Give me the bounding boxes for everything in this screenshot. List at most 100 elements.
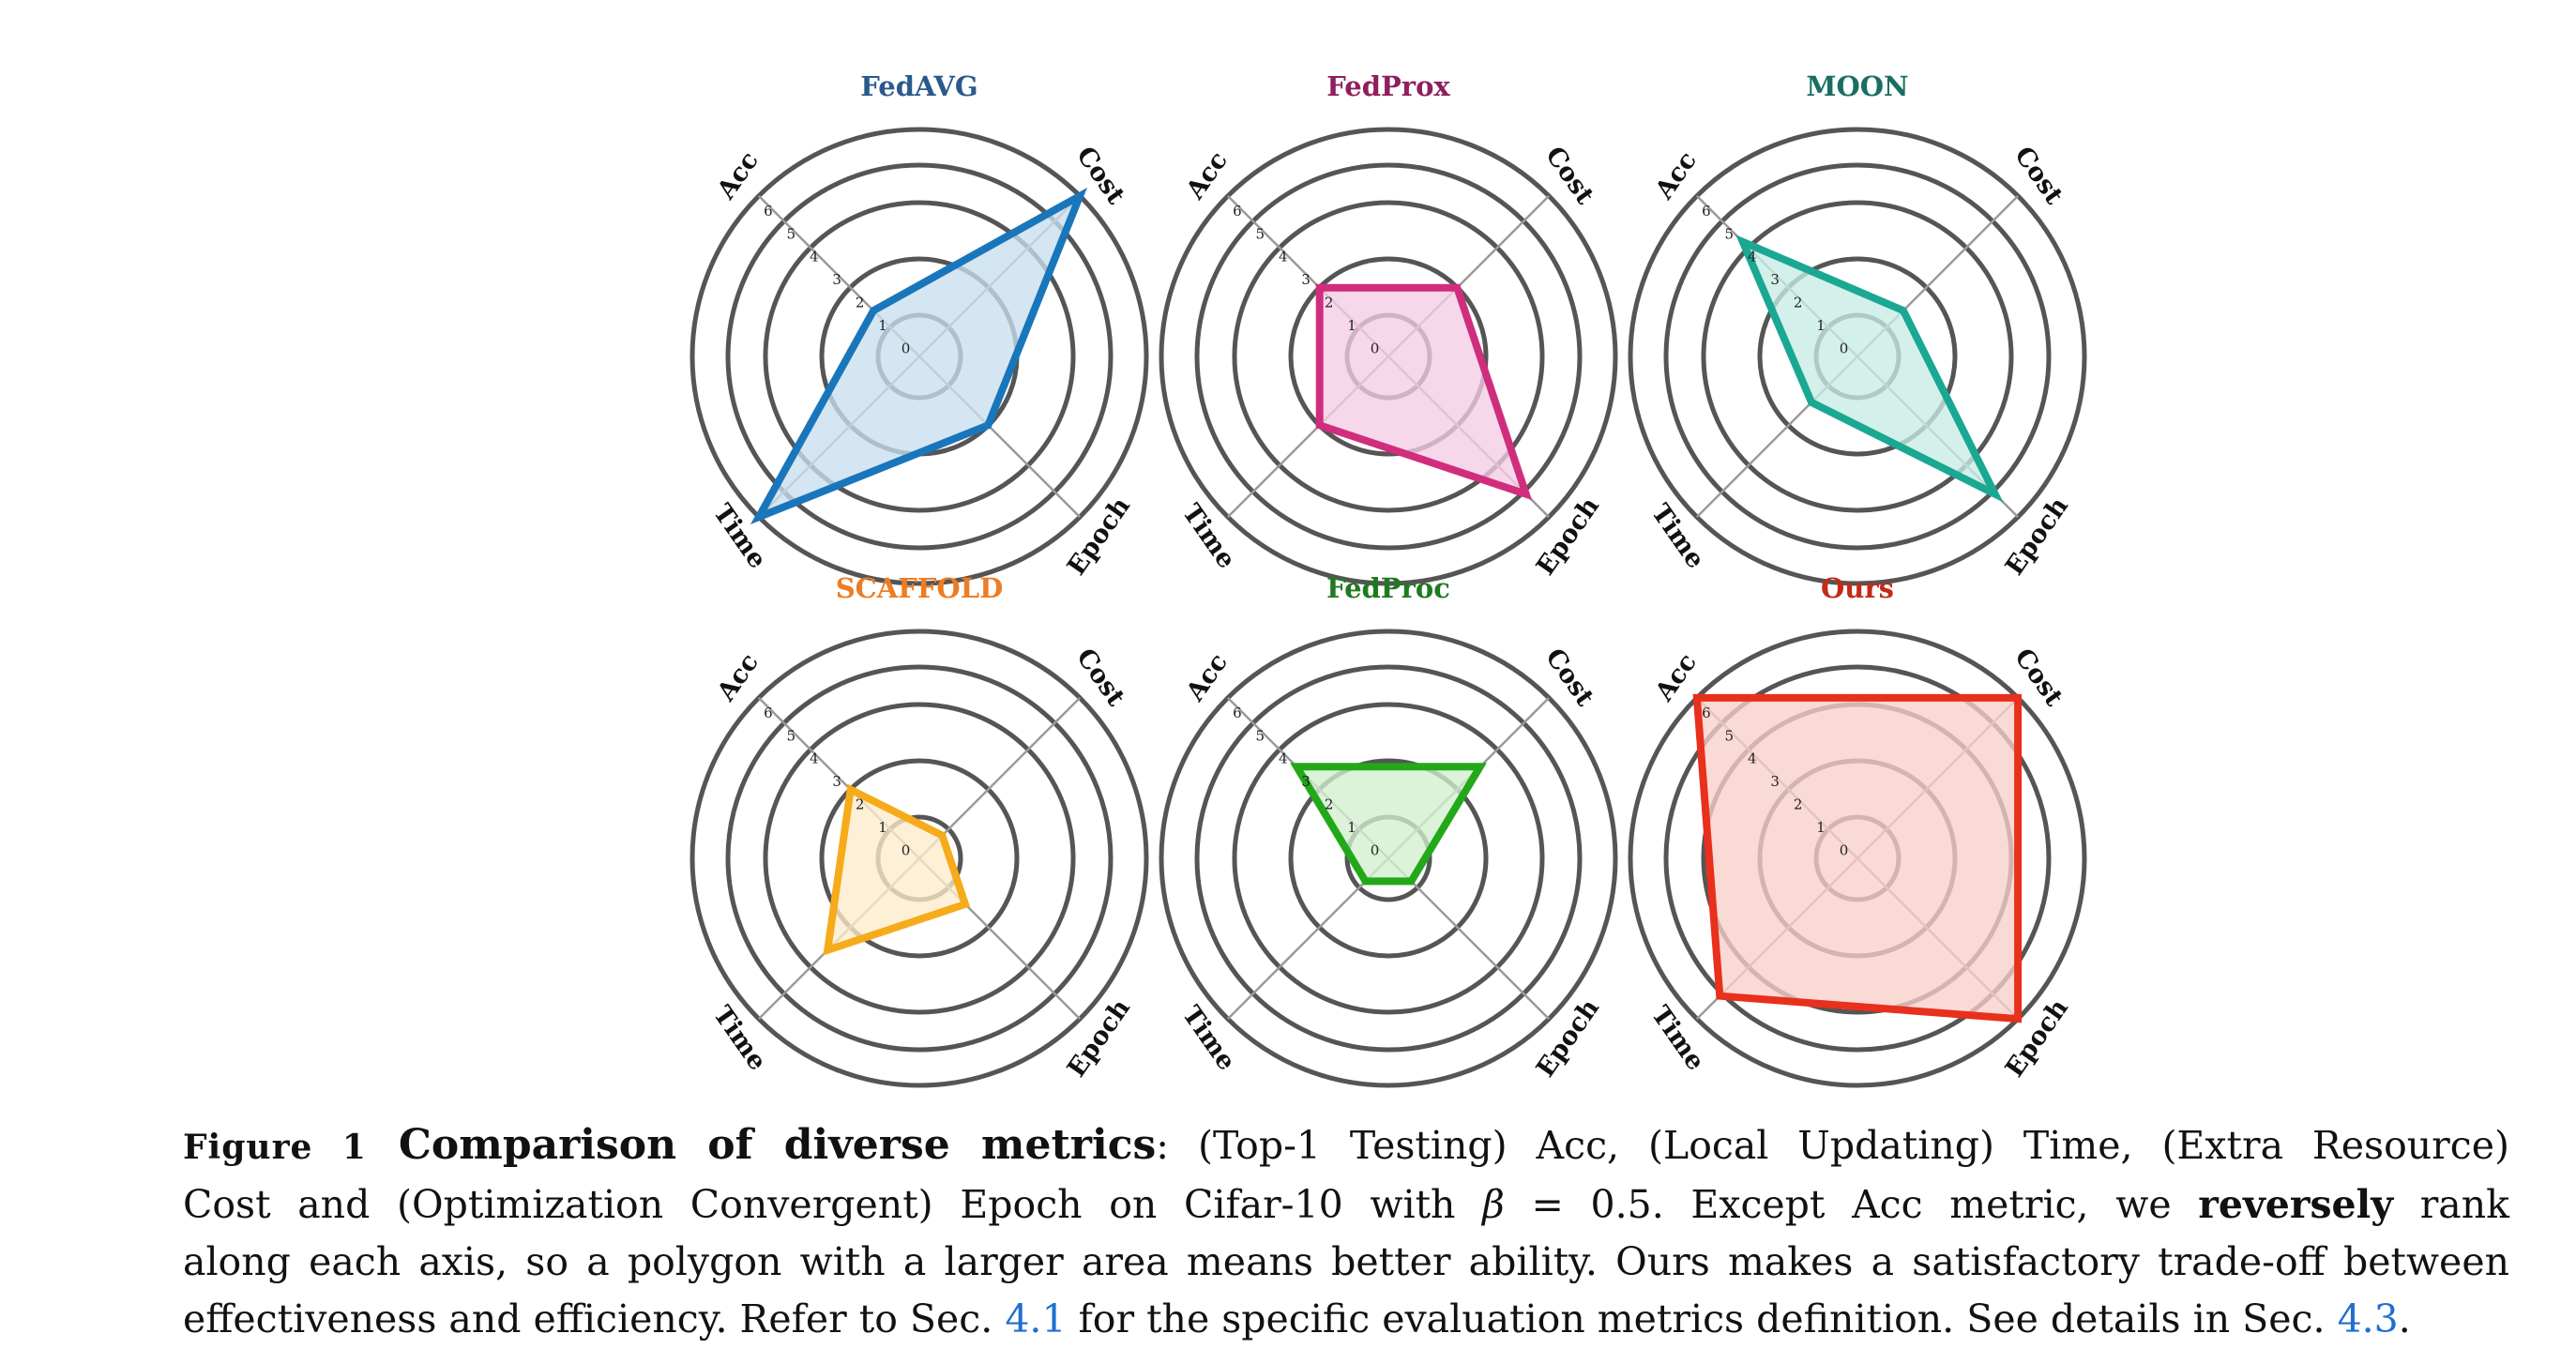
tick-label-3: 3 xyxy=(1301,773,1311,790)
tick-label-4: 4 xyxy=(1279,750,1288,767)
tick-label-5: 5 xyxy=(787,727,796,744)
axis-label-cost: Cost xyxy=(1070,644,1130,712)
grid-ring-3 xyxy=(763,702,1076,1015)
tick-label-3: 3 xyxy=(832,773,841,790)
grid-ring-2 xyxy=(819,758,1020,959)
tick-label-0: 0 xyxy=(1840,341,1849,357)
polygon-scaffold xyxy=(823,783,970,956)
axis-line-epoch xyxy=(1387,857,1551,1021)
tick-label-5: 5 xyxy=(1256,727,1265,744)
caption-line-4: effectiveness and efficiency. Refer to S… xyxy=(183,1291,2509,1348)
grid-ring-4 xyxy=(1194,664,1583,1053)
grid-ring-5 xyxy=(1159,629,1618,1088)
grid-ring-5 xyxy=(689,629,1149,1088)
caption-line-3: along each axis, so a polygon with a lar… xyxy=(183,1239,2509,1284)
grid-ring-5 xyxy=(1628,127,2087,586)
chart-title-ours: Ours xyxy=(1821,572,1894,604)
polygon-fedprox xyxy=(1315,283,1533,501)
chart-title-fedproc: FedProc xyxy=(1326,572,1450,604)
axis-label-cost: Cost xyxy=(2008,142,2068,210)
tick-label-6: 6 xyxy=(1702,203,1711,220)
grid-ring-4 xyxy=(1663,162,2052,551)
polygon-moon xyxy=(1735,235,2004,503)
tick-label-0: 0 xyxy=(902,341,911,357)
tick-label-5: 5 xyxy=(1725,225,1735,242)
tick-label-5: 5 xyxy=(1256,225,1265,242)
tick-label-3: 3 xyxy=(1301,271,1311,288)
section-link-4-1[interactable]: 4.1 xyxy=(1005,1296,1067,1341)
tick-label-6: 6 xyxy=(1233,203,1242,220)
axis-label-epoch: Epoch xyxy=(1062,492,1136,581)
tick-label-6: 6 xyxy=(764,705,773,721)
axis-label-cost: Cost xyxy=(1539,142,1599,210)
caption-line4-text-c: . xyxy=(2398,1296,2411,1341)
grid-ring-3 xyxy=(1232,702,1545,1015)
polygon-fedavg xyxy=(750,187,1087,524)
axis-label-time: Time xyxy=(1645,499,1710,574)
caption-title: Comparison of diverse metrics xyxy=(398,1121,1157,1169)
axis-label-epoch: Epoch xyxy=(1531,993,1605,1083)
caption-line-2: Cost and (Optimization Convergent) Epoch… xyxy=(183,1176,2509,1234)
tick-label-1: 1 xyxy=(1347,819,1356,836)
grid-ring-4 xyxy=(725,664,1114,1053)
tick-label-1: 1 xyxy=(1347,317,1356,334)
grid-ring-2 xyxy=(1288,256,1489,457)
axis-line-time xyxy=(1226,857,1389,1021)
tick-label-4: 4 xyxy=(1748,249,1757,265)
grid-ring-5 xyxy=(1159,127,1618,586)
chart-title-fedprox: FedProx xyxy=(1326,70,1450,102)
tick-label-2: 2 xyxy=(1325,295,1334,311)
tick-label-5: 5 xyxy=(1725,727,1735,744)
polygon-fedproc xyxy=(1290,763,1487,886)
caption-line2-text-a: Cost and (Optimization Convergent) Epoch… xyxy=(183,1182,1483,1227)
grid-ring-4 xyxy=(1194,162,1583,551)
tick-label-4: 4 xyxy=(810,249,819,265)
caption-line2-text-b: = 0.5. Except Acc metric, we xyxy=(1504,1182,2199,1227)
axis-label-epoch: Epoch xyxy=(1531,492,1605,581)
tick-label-2: 2 xyxy=(856,796,865,813)
tick-label-3: 3 xyxy=(1770,271,1780,288)
grid-ring-3 xyxy=(1701,200,2014,513)
tick-label-2: 2 xyxy=(856,295,865,311)
tick-label-0: 0 xyxy=(1371,341,1380,357)
axis-label-epoch: Epoch xyxy=(1062,993,1136,1083)
tick-label-5: 5 xyxy=(787,225,796,242)
caption-line2-text-c: rank xyxy=(2393,1182,2509,1227)
axis-line-cost xyxy=(918,696,1082,859)
figure-label: Figure 1 xyxy=(183,1128,367,1167)
chart-title-scaffold: SCAFFOLD xyxy=(836,572,1004,604)
tick-label-1: 1 xyxy=(1816,317,1826,334)
beta-symbol: β xyxy=(1482,1182,1505,1227)
grid-ring-4 xyxy=(1663,664,2052,1053)
caption-line4-text-b: for the specific evaluation metrics defi… xyxy=(1066,1296,2338,1341)
tick-label-6: 6 xyxy=(764,203,773,220)
tick-label-2: 2 xyxy=(1794,796,1803,813)
grid-ring-5 xyxy=(689,127,1149,586)
axis-label-time: Time xyxy=(707,1001,772,1076)
grid-ring-2 xyxy=(1757,256,1958,457)
section-link-4-3[interactable]: 4.3 xyxy=(2337,1296,2399,1341)
axis-label-cost: Cost xyxy=(1539,644,1599,712)
tick-label-4: 4 xyxy=(810,750,819,767)
tick-label-4: 4 xyxy=(1748,750,1757,767)
tick-label-1: 1 xyxy=(878,819,887,836)
axis-label-time: Time xyxy=(1176,1001,1241,1076)
caption-line1-text: : (Top-1 Testing) Acc, (Local Updating) … xyxy=(1156,1123,2509,1168)
chart-title-fedavg: FedAVG xyxy=(860,70,977,102)
tick-label-1: 1 xyxy=(1816,819,1826,836)
tick-label-6: 6 xyxy=(1702,705,1711,721)
tick-label-3: 3 xyxy=(832,271,841,288)
tick-label-0: 0 xyxy=(1371,842,1380,859)
tick-label-0: 0 xyxy=(1840,842,1849,859)
figure-caption: Figure 1 Comparison of diverse metrics: (… xyxy=(183,1116,2509,1348)
grid-ring-4 xyxy=(725,162,1114,551)
reversely-bold: reversely xyxy=(2198,1182,2394,1227)
tick-label-2: 2 xyxy=(1794,295,1803,311)
axis-label-time: Time xyxy=(1176,499,1241,574)
tick-label-4: 4 xyxy=(1279,249,1288,265)
